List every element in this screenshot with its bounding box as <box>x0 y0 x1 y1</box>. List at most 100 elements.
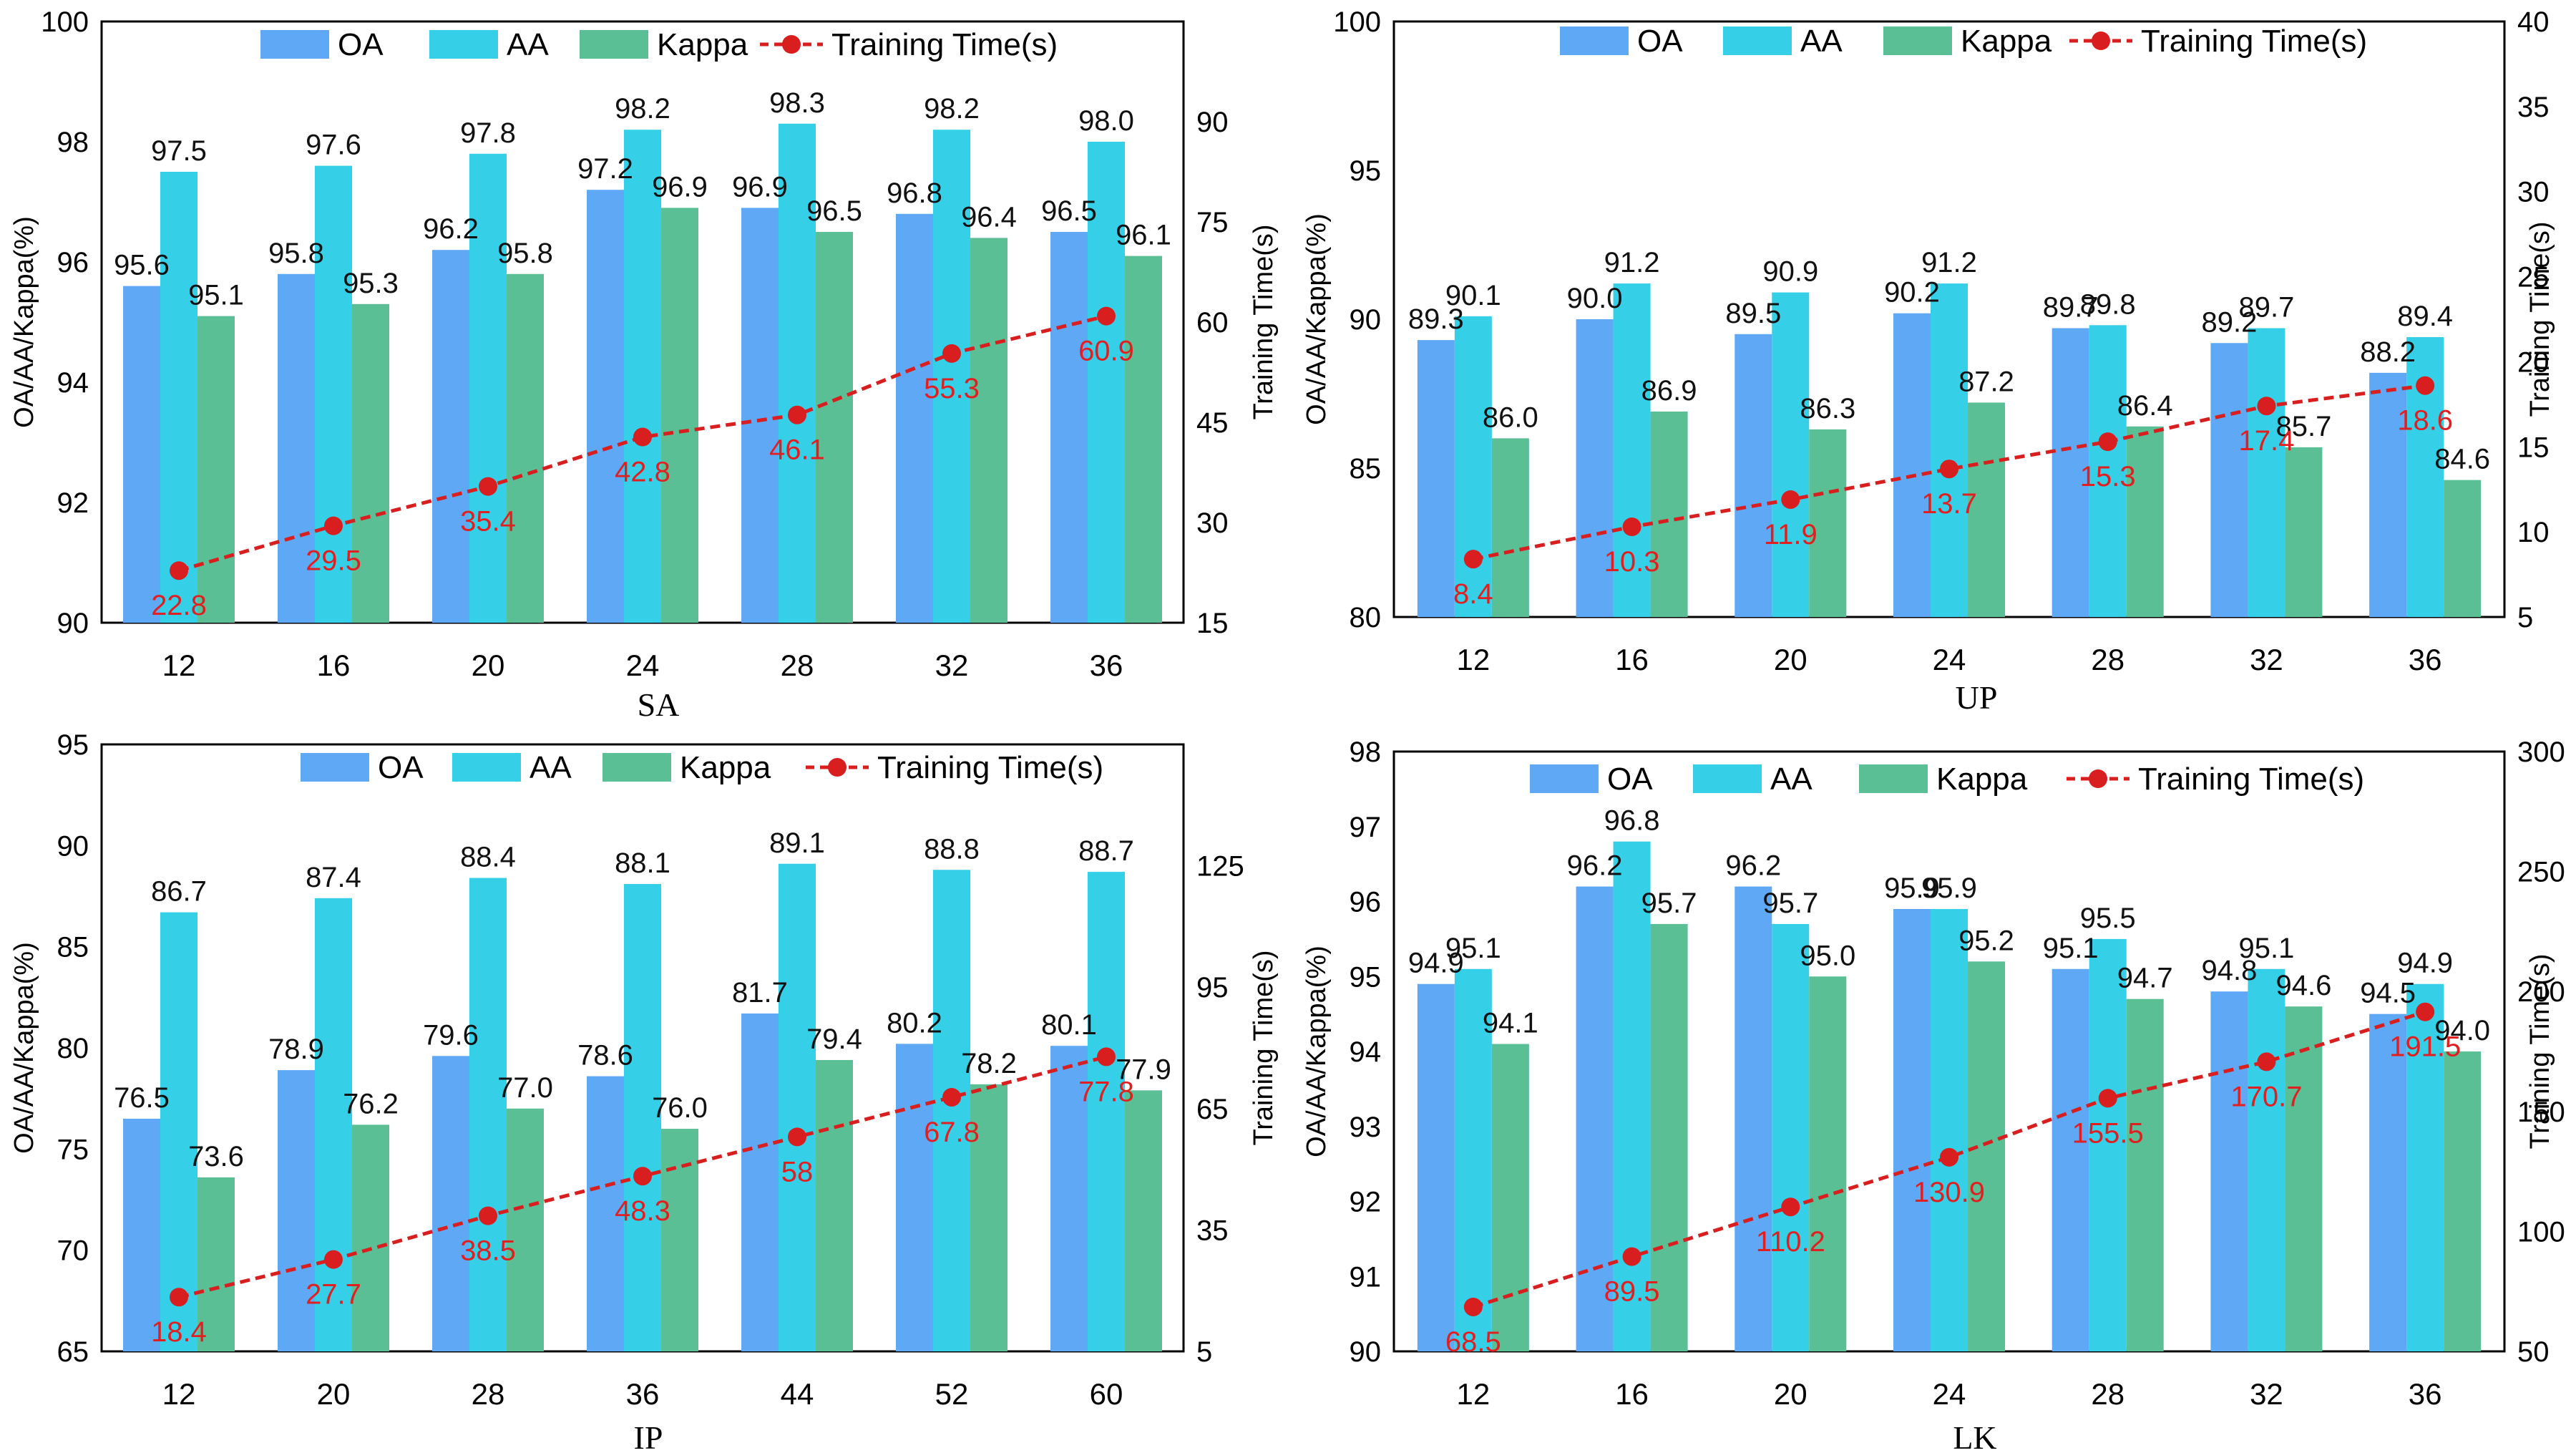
bar-oa-16 <box>1576 319 1614 617</box>
legend-swatch-kappa <box>602 753 671 782</box>
training-time-point <box>324 1250 343 1269</box>
training-time-point <box>170 1288 188 1307</box>
y-tick-label: 91 <box>1350 1261 1382 1293</box>
legend-label: Training Time(s) <box>831 27 1058 62</box>
data-label-aa: 98.3 <box>769 87 825 119</box>
legend-swatch-kappa <box>1859 764 1928 793</box>
x-tick-label: 44 <box>781 1377 814 1411</box>
bar-kappa-24 <box>661 208 698 623</box>
training-time-point <box>2257 1052 2276 1071</box>
legend-label: OA <box>1607 762 1653 797</box>
y2-tick-label: 90 <box>1196 107 1229 138</box>
y2-tick-label: 200 <box>2517 976 2565 1008</box>
legend-swatch-oa <box>1530 764 1599 793</box>
legend: OA AA Kappa Training Time(s) <box>1530 762 2364 797</box>
bar-oa-60 <box>1050 1046 1088 1351</box>
data-label-kappa: 87.2 <box>1958 366 2014 397</box>
chart-panel-ip: 65 70 75 80 85 90 95 5 35 65 95 125 12 20 28 36 44 52 60 OA… <box>9 729 1279 1453</box>
bar-kappa-12 <box>197 316 235 623</box>
data-label-kappa: 96.5 <box>806 195 862 227</box>
training-time-label: 68.5 <box>1445 1326 1501 1358</box>
data-label-kappa: 96.9 <box>652 171 708 203</box>
data-label-aa: 98.2 <box>615 93 670 125</box>
y-tick-label: 92 <box>1350 1187 1382 1218</box>
data-label-oa: 81.7 <box>732 977 788 1009</box>
bar-aa-28 <box>2089 938 2127 1351</box>
bar-aa-60 <box>1088 872 1125 1351</box>
legend-label: AA <box>530 750 572 785</box>
x-tick-label: 12 <box>162 1377 196 1411</box>
training-time-point <box>1463 1297 1483 1316</box>
x-axis-title: LK <box>1953 1419 1996 1453</box>
bar-kappa-32 <box>970 238 1008 623</box>
data-label-aa: 88.1 <box>615 847 670 879</box>
legend-label: OA <box>378 750 424 785</box>
y2-tick-label: 250 <box>2517 857 2565 888</box>
training-time-label: 10.3 <box>1604 546 1660 578</box>
training-time-label: 18.6 <box>2397 405 2453 437</box>
data-label-kappa: 86.0 <box>1483 402 1538 433</box>
x-axis-title: UP <box>1956 679 1998 716</box>
bar-kappa-24 <box>1968 961 2005 1351</box>
bar-kappa-20 <box>1809 976 1847 1351</box>
data-label-oa: 94.5 <box>2360 978 2416 1009</box>
data-label-aa: 89.1 <box>769 827 825 859</box>
bar-kappa-52 <box>970 1084 1008 1351</box>
data-label-oa: 89.5 <box>1725 298 1781 329</box>
bar-oa-36 <box>1050 232 1088 623</box>
legend: OA AA Kappa Training Time(s) <box>301 750 1103 785</box>
x-tick-label: 20 <box>1774 1377 1807 1411</box>
training-time-label: 11.9 <box>1764 519 1818 550</box>
training-time-point <box>1463 550 1483 569</box>
training-time-label: 55.3 <box>924 373 980 404</box>
data-label-kappa: 95.0 <box>1800 940 1855 971</box>
bar-aa-16 <box>1613 283 1651 617</box>
training-time-point <box>170 561 188 580</box>
bar-aa-24 <box>1931 908 1968 1351</box>
bar-aa-28 <box>2089 325 2127 617</box>
data-label-kappa: 96.4 <box>961 201 1017 233</box>
x-tick-label: 52 <box>935 1377 969 1411</box>
chart-panel-up: 80 85 90 95 100 5 10 15 20 25 30 35 40 12 16 20 24 28 32 36… <box>1302 6 2555 716</box>
bar-oa-32 <box>2210 991 2248 1351</box>
y-tick-label: 70 <box>57 1235 89 1267</box>
data-label-oa: 96.8 <box>887 178 942 209</box>
x-tick-label: 16 <box>317 648 351 682</box>
bar-oa-20 <box>432 250 469 623</box>
bar-kappa-36 <box>661 1129 698 1351</box>
training-time-point <box>633 427 652 447</box>
data-label-oa: 90.2 <box>1884 277 1940 308</box>
y-tick-label: 95 <box>1350 155 1382 187</box>
training-time-label: 67.8 <box>924 1117 980 1148</box>
bar-oa-20 <box>1735 334 1772 617</box>
data-label-kappa: 95.8 <box>497 238 553 269</box>
data-label-aa: 94.9 <box>2397 948 2453 979</box>
y-tick-label: 95 <box>1350 961 1382 993</box>
bar-kappa-20 <box>507 273 544 623</box>
data-label-kappa: 95.3 <box>343 268 399 299</box>
data-label-kappa: 86.4 <box>2117 390 2173 422</box>
x-tick-label: 24 <box>1933 1377 1966 1411</box>
legend-label: AA <box>1800 24 1843 59</box>
x-tick-label: 60 <box>1090 1377 1123 1411</box>
y2-tick-label: 35 <box>2517 92 2550 123</box>
y2-axis-label: Training Time(s) <box>2525 953 2555 1149</box>
data-label-aa: 95.9 <box>1921 873 1977 904</box>
legend-swatch-aa <box>452 753 521 782</box>
data-label-aa: 95.5 <box>2080 903 2136 934</box>
data-label-oa: 90.0 <box>1567 283 1623 314</box>
training-time-point <box>2098 432 2117 452</box>
bar-oa-28 <box>741 208 779 623</box>
data-label-kappa: 95.7 <box>1641 888 1697 919</box>
bar-kappa-60 <box>1125 1090 1162 1351</box>
y-tick-label: 97 <box>1350 812 1382 843</box>
training-time-label: 130.9 <box>1913 1177 1985 1208</box>
training-time-point <box>479 477 497 496</box>
legend-label: OA <box>1637 24 1683 59</box>
training-time-label: 60.9 <box>1078 336 1134 367</box>
data-label-oa: 95.1 <box>2043 933 2099 964</box>
data-label-kappa: 73.6 <box>188 1141 244 1172</box>
y2-tick-label: 25 <box>2517 262 2550 293</box>
training-time-point <box>942 344 961 363</box>
bar-oa-28 <box>432 1056 469 1351</box>
